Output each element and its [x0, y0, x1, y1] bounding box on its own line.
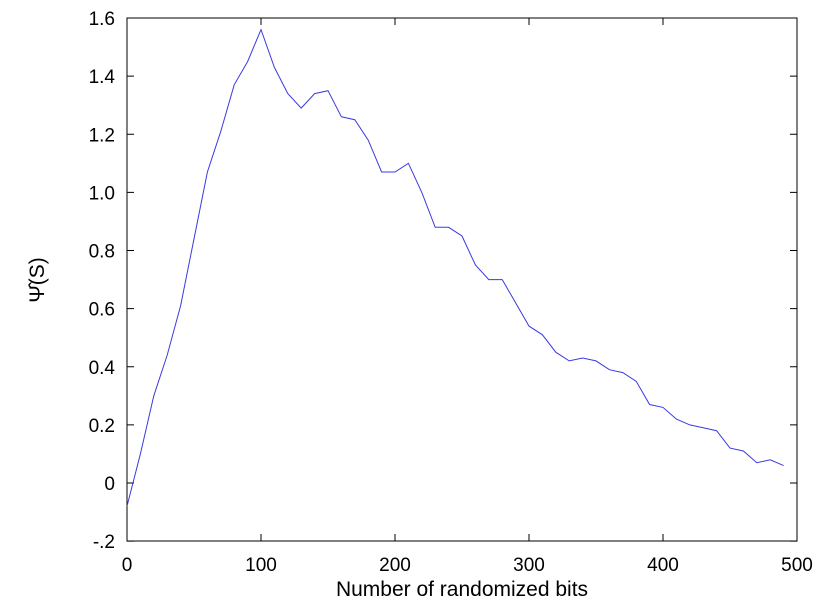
x-axis-title: Number of randomized bits: [336, 578, 588, 601]
y-axis: -.2 0 0.2 0.4 0.6 0.8 1.0 1.2 1.4 1.6: [89, 9, 797, 553]
plot-frame: [126, 17, 798, 542]
y-tick-label: 0: [104, 474, 115, 495]
y-tick-label: 0.2: [89, 416, 115, 437]
x-tick-label: 100: [245, 555, 277, 576]
y-tick-label: 1.2: [89, 125, 115, 146]
y-tick-label: 0.4: [89, 358, 116, 379]
y-tick-label: 1.6: [89, 9, 115, 30]
y-tick-label: 1.4: [89, 67, 116, 88]
x-tick-label: 500: [781, 555, 813, 576]
y-tick-label: 0.6: [89, 300, 115, 321]
y-axis-title: Ψ̂(S): [26, 257, 49, 303]
x-tick-label: 0: [122, 555, 133, 576]
x-tick-label: 300: [513, 555, 545, 576]
y-tick-label: -.2: [93, 532, 115, 553]
x-axis: 0 100 200 300 400 500: [122, 18, 813, 576]
series-layer: [126, 28, 784, 507]
y-tick-label: 1.0: [89, 183, 115, 204]
series-line: [126, 28, 784, 507]
y-tick-label: 0.8: [89, 242, 115, 263]
x-tick-label: 400: [647, 555, 679, 576]
x-tick-label: 200: [379, 555, 411, 576]
